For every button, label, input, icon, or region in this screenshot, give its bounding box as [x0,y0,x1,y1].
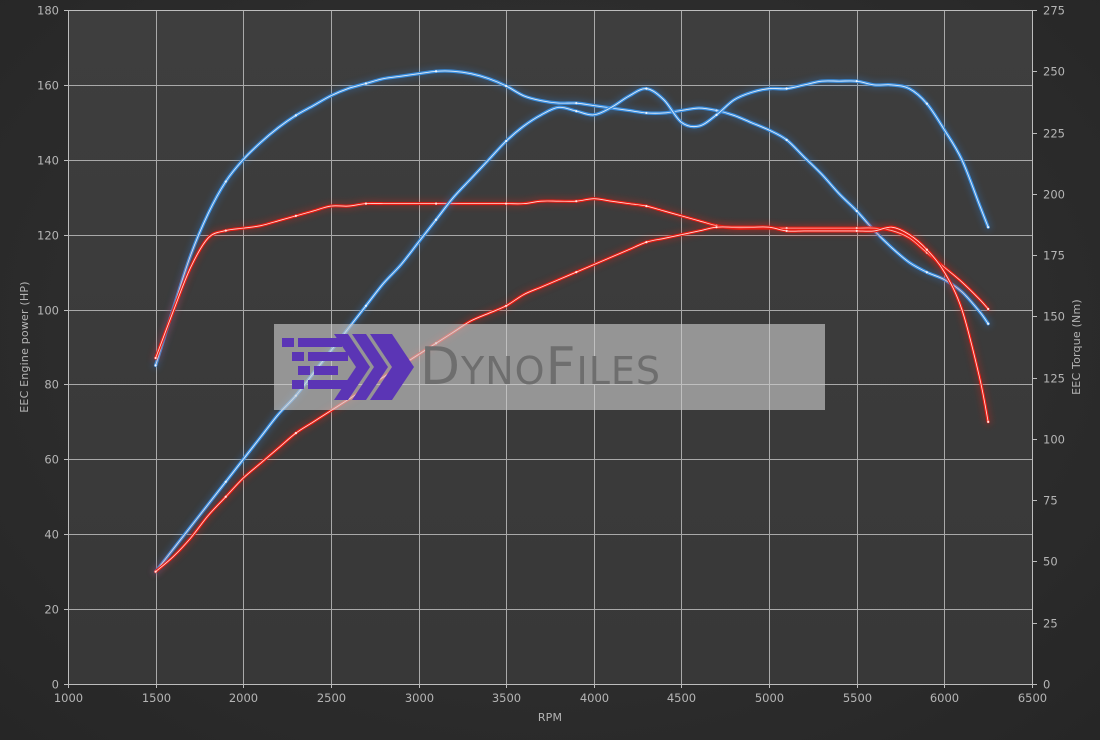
y-left-tick-label: 40 [44,528,59,542]
series-curve [152,67,992,369]
x-tick-label: 5000 [755,691,784,705]
x-tick-label: 2500 [317,691,346,705]
series-curve [152,223,992,576]
x-tick-label: 4500 [667,691,696,705]
right-axis-title: EEC Torque (Nm) [1070,299,1083,395]
y-left-tick-label: 120 [37,229,59,243]
x-tick-label: 6000 [930,691,959,705]
y-right-tick-label: 0 [1043,678,1050,692]
y-right-tick-label: 25 [1043,617,1058,631]
left-axis-title: EEC Engine power (HP) [18,281,31,412]
x-tick-label: 4000 [580,691,609,705]
y-left-tick-label: 180 [37,4,59,18]
y-right-tick-label: 200 [1043,188,1065,202]
y-right-tick-label: 175 [1043,249,1065,263]
y-right-tick-label: 75 [1043,494,1058,508]
y-left-tick-label: 140 [37,154,59,168]
y-right-tick-label: 50 [1043,555,1058,569]
x-tick-label: 1000 [54,691,83,705]
y-right-tick-label: 275 [1043,4,1065,18]
y-right-tick-label: 225 [1043,127,1065,141]
tick-labels: 1000 1500 2000 2500 3000 3500 4000 4500 5000 5500… [37,4,1065,706]
x-tick-label: 3500 [492,691,521,705]
y-right-tick-label: 100 [1043,433,1065,447]
y-right-tick-label: 150 [1043,310,1065,324]
bottom-axis-title: RPM [538,711,562,724]
y-left-tick-label: 20 [44,603,59,617]
axis-lines [64,9,1037,688]
y-right-tick-label: 250 [1043,65,1065,79]
x-tick-label: 3000 [405,691,434,705]
x-tick-label: 6500 [1018,691,1047,705]
y-right-tick-label: 125 [1043,372,1065,386]
y-left-tick-label: 100 [37,304,59,318]
x-tick-label: 2000 [229,691,258,705]
y-left-tick-label: 60 [44,453,59,467]
y-left-tick-label: 160 [37,79,59,93]
x-tick-label: 1500 [142,691,171,705]
y-left-tick-label: 0 [52,678,59,692]
y-left-tick-label: 80 [44,378,59,392]
x-tick-label: 5500 [843,691,872,705]
